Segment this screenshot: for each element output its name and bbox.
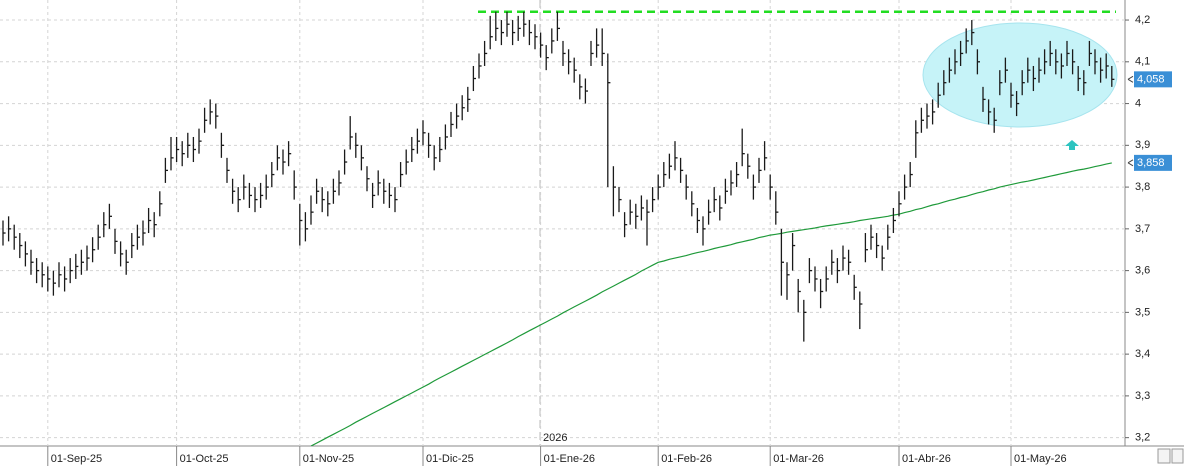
price-tag	[1134, 154, 1172, 171]
highlight-ellipse	[922, 22, 1118, 128]
y-tick-label: 3,6	[1135, 265, 1150, 277]
year-label: 2026	[543, 432, 567, 444]
price-tag-pointer	[1127, 75, 1134, 83]
x-tick-label: 01-Dic-25	[426, 453, 474, 465]
up-arrow	[1065, 140, 1079, 150]
y-tick-label: 3,4	[1135, 348, 1150, 360]
y-tick-label: 3,2	[1135, 432, 1150, 444]
scroll-icon[interactable]	[1171, 448, 1184, 464]
x-tick-label: 01-Mar-26	[773, 453, 824, 465]
y-tick-label: 4,2	[1135, 14, 1150, 26]
x-tick-label: 01-Oct-25	[180, 453, 229, 465]
y-tick-label: 4,1	[1135, 56, 1150, 68]
y-tick-label: 3,3	[1135, 390, 1150, 402]
price-tag-pointer	[1127, 159, 1134, 167]
price-tag-label: 3,858	[1137, 157, 1165, 169]
x-tick-label: 01-Ene-26	[544, 453, 595, 465]
moving-average	[310, 162, 1112, 446]
y-tick-label: 3,8	[1135, 181, 1150, 193]
price-tag-label: 4,058	[1137, 73, 1165, 85]
y-tick-label: 3,9	[1135, 139, 1150, 151]
x-tick-label: 01-Nov-25	[303, 453, 354, 465]
x-tick-label: 01-Sep-25	[51, 453, 102, 465]
x-tick-label: 01-Feb-26	[661, 453, 712, 465]
x-tick-label: 01-Abr-26	[902, 453, 951, 465]
price-tag	[1134, 71, 1172, 88]
x-tick-label: 01-May-26	[1014, 453, 1067, 465]
y-tick-label: 3,5	[1135, 306, 1150, 318]
y-tick-label: 3,7	[1135, 223, 1150, 235]
scroll-icon[interactable]	[1157, 448, 1171, 464]
y-tick-label: 4	[1135, 97, 1141, 109]
